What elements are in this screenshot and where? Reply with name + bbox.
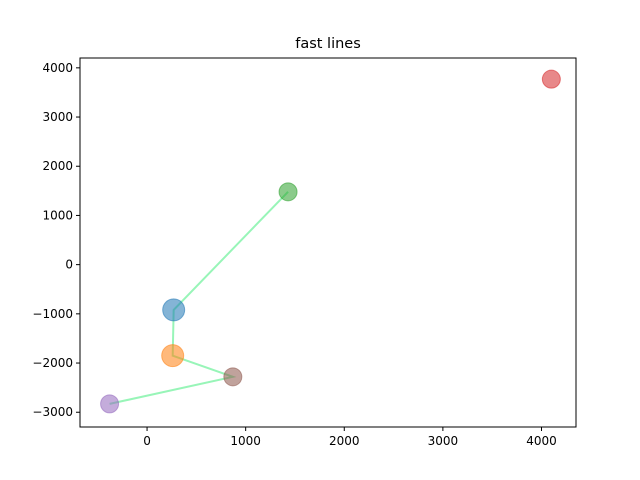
y-tick-label: 0 xyxy=(65,258,73,272)
x-tick-label: 1000 xyxy=(230,434,261,448)
scatter-point-2 xyxy=(161,344,185,368)
y-tick-label: −1000 xyxy=(32,307,73,321)
scatter-point-3 xyxy=(278,182,298,202)
scatter-point-6 xyxy=(223,367,243,387)
chart-title: fast lines xyxy=(295,36,361,52)
y-tick-label: 3000 xyxy=(42,110,73,124)
x-tick-label: 4000 xyxy=(526,434,557,448)
y-tick-label: −3000 xyxy=(32,405,73,419)
x-tick-label: 0 xyxy=(143,434,151,448)
x-axis: 0 1000 2000 3000 4000 xyxy=(143,427,557,448)
y-axis: −3000 −2000 −1000 0 1000 2000 3000 4000 xyxy=(32,61,80,419)
x-tick-label: 3000 xyxy=(428,434,459,448)
y-tick-label: 1000 xyxy=(42,208,73,222)
scatter-point-1 xyxy=(162,298,186,322)
plot-area xyxy=(100,69,561,414)
axes-frame xyxy=(79,57,577,428)
x-tick-label: 2000 xyxy=(329,434,360,448)
scatter-point-4 xyxy=(541,69,561,89)
scatter-point-5 xyxy=(100,394,120,414)
y-tick-label: −2000 xyxy=(32,356,73,370)
y-tick-label: 4000 xyxy=(42,61,73,75)
y-tick-label: 2000 xyxy=(42,159,73,173)
